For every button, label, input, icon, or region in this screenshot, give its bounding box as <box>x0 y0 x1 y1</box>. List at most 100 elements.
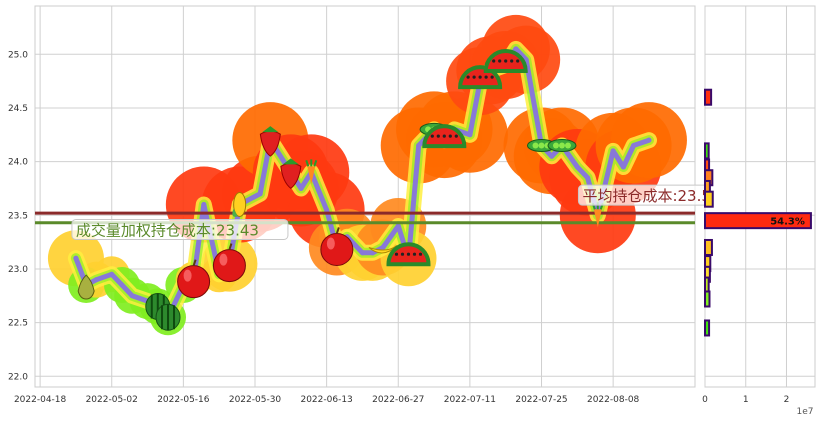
watermelon-seed <box>478 75 482 79</box>
x-tick-labels: 2022-04-18 2022-05-02 2022-05-16 2022-05-30… <box>14 395 640 405</box>
apple-body <box>320 232 354 266</box>
y-tick-label: 23.5 <box>8 211 28 221</box>
volume-x-tick-labels: 0 1 2 <box>702 395 789 405</box>
series-point <box>574 164 580 170</box>
series-point <box>109 271 115 277</box>
pea <box>558 142 565 149</box>
annotation-text: 成交量加权持仓成本:23.43 <box>76 221 259 239</box>
apple-stem <box>335 227 340 234</box>
strawberry-leaves <box>262 126 279 133</box>
watermelon-stripes <box>161 304 176 331</box>
series-point <box>370 250 376 256</box>
pea <box>564 142 571 149</box>
carrot-icon <box>305 159 318 185</box>
watermelon-seed <box>442 134 446 138</box>
strawberry-icon <box>259 126 281 157</box>
volume-x-tick-label: 1 <box>743 395 749 405</box>
volume-bars: 54.3% <box>704 88 812 337</box>
volume-bar <box>704 212 812 230</box>
annotation-box <box>71 218 289 240</box>
apple-stem <box>192 259 197 266</box>
watermelon-seed <box>472 75 476 79</box>
series-point <box>73 255 79 261</box>
carrot-body <box>307 166 316 185</box>
watermelon-seed <box>466 75 470 79</box>
watermelon-slice-icon <box>422 124 467 149</box>
watermelon-seed <box>492 59 496 63</box>
series-point <box>549 153 555 159</box>
watermelon-seed <box>436 134 440 138</box>
volume-bar <box>704 190 714 208</box>
volume-plot-area <box>704 5 816 388</box>
volume-scale-label: 1e7 <box>797 407 814 417</box>
series-point <box>610 148 616 154</box>
volume-bar <box>704 276 710 294</box>
watermelon-slice-icon <box>483 49 528 74</box>
x-tick-label: 2022-05-30 <box>229 395 282 405</box>
peapod-icon <box>547 139 577 153</box>
main-chart: 平均持仓成本:23.52 成交量加权持仓成本:23.43 2022-04-18 20… <box>8 5 753 405</box>
series-point <box>359 250 365 256</box>
x-tick-label: 2022-07-25 <box>515 395 567 405</box>
series-point <box>129 293 135 299</box>
volume-bar <box>704 88 713 106</box>
watermelon-seed <box>400 252 405 256</box>
x-tick-label: 2022-06-27 <box>372 395 424 405</box>
series-point <box>298 185 304 191</box>
apple-shine <box>219 253 228 266</box>
watermelon-seed <box>490 75 494 79</box>
x-tick-label: 2022-06-13 <box>300 395 352 405</box>
corn-body <box>233 192 247 218</box>
watermelon-seed <box>406 252 411 256</box>
watermelon-seed <box>448 134 452 138</box>
watermelon-seed <box>504 59 508 63</box>
y-tick-label: 24.5 <box>8 104 28 114</box>
x-tick-label: 2022-05-16 <box>157 395 210 405</box>
corn-icon <box>232 192 247 218</box>
series-point <box>395 223 401 229</box>
watermelon-seed <box>454 134 458 138</box>
volume-x-tick-label: 2 <box>784 395 790 405</box>
series-point <box>631 143 637 149</box>
volume-bar <box>704 142 710 160</box>
y-tick-label: 22.5 <box>8 319 28 329</box>
watermelon-seed <box>484 75 488 79</box>
pea <box>538 142 545 149</box>
y-tick-label: 25.0 <box>8 50 28 60</box>
series-point <box>467 132 473 138</box>
y-tick-labels: 22.0 22.5 23.0 23.5 24.0 24.5 25.0 <box>8 50 28 382</box>
watermelon-seed <box>418 252 423 256</box>
series-point <box>620 164 626 170</box>
apple-body <box>212 249 246 283</box>
watermelon-seed <box>394 252 399 256</box>
strawberry-leaves <box>282 158 299 165</box>
apple-icon <box>320 227 354 266</box>
x-tick-label: 2022-04-18 <box>14 395 67 405</box>
series-point <box>646 137 652 143</box>
series-point <box>257 191 263 197</box>
watermelon-icon <box>155 303 181 331</box>
volume-x-tick-label: 0 <box>702 395 708 405</box>
series-point <box>324 207 330 213</box>
x-tick-label: 2022-08-08 <box>587 395 640 405</box>
series-point <box>585 175 591 181</box>
watermelon-slice-icon <box>386 242 431 267</box>
apple-icon <box>212 243 246 283</box>
apple-stem <box>228 243 233 250</box>
fruit-markers <box>77 49 604 331</box>
apple-shine <box>183 269 192 282</box>
volume-chart: 54.3% 0 1 2 1e7 <box>702 5 816 417</box>
watermelon-seed <box>516 59 520 63</box>
pear-icon <box>77 274 95 300</box>
corn-husk <box>232 208 238 217</box>
strawberry-icon <box>280 158 302 189</box>
series-point <box>93 277 99 283</box>
series-point <box>380 244 386 250</box>
series-point <box>119 282 125 288</box>
apple-icon <box>177 259 211 299</box>
volume-bar <box>704 319 711 337</box>
annotation-text: 平均持仓成本:23.52 <box>582 187 720 205</box>
apple-shine <box>326 237 335 250</box>
y-tick-label: 22.0 <box>8 372 28 382</box>
